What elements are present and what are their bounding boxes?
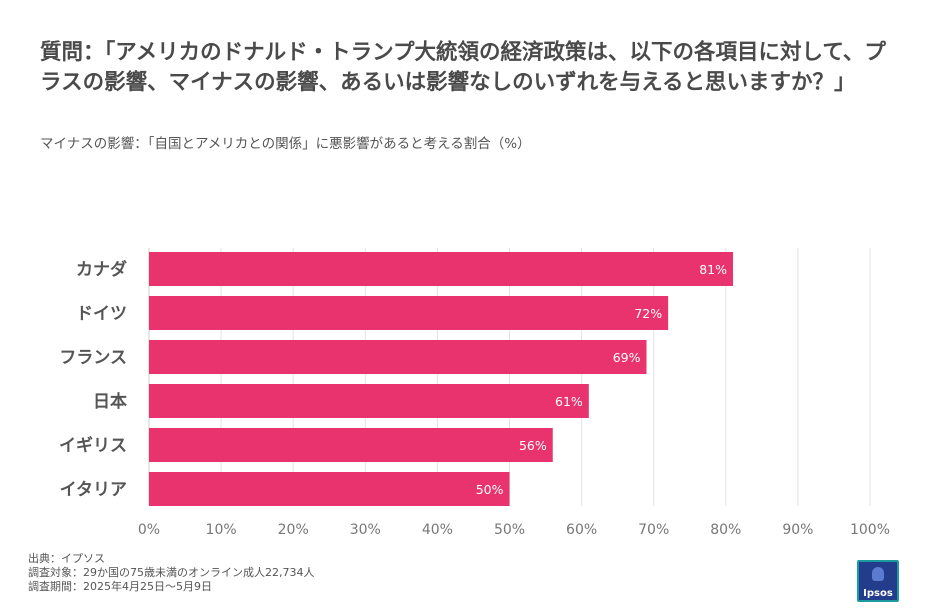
category-label: フランス <box>59 348 127 368</box>
x-tick-label: 100% <box>850 522 890 538</box>
bar <box>149 296 669 330</box>
ipsos-logo-icon: Ipsos <box>857 560 899 602</box>
category-label: イタリア <box>60 480 127 500</box>
x-tick-label: 60% <box>566 522 597 538</box>
x-tick-label: 70% <box>638 522 669 538</box>
bar <box>149 252 734 286</box>
x-tick-label: 50% <box>494 522 525 538</box>
footer-target: 調査対象：29か国の75歳未満のオンライン成人22,734人 <box>28 566 315 579</box>
data-label: 72% <box>634 306 662 321</box>
data-label: 69% <box>613 350 641 365</box>
category-label: イギリス <box>59 436 127 456</box>
x-tick-label: 40% <box>422 522 453 538</box>
bar <box>149 428 553 462</box>
chart-subtitle: マイナスの影響：「自国とアメリカとの関係」に悪影響があると考える割合（%） <box>40 136 531 152</box>
logo-text: Ipsos <box>863 588 893 599</box>
x-tick-label: 90% <box>782 522 813 538</box>
data-label: 61% <box>555 394 583 409</box>
x-tick-label: 80% <box>710 522 741 538</box>
footer-notes: 出典：イプソス 調査対象：29か国の75歳未満のオンライン成人22,734人 調… <box>28 552 314 594</box>
category-label: カナダ <box>76 259 127 280</box>
x-tick-label: 0% <box>138 522 160 538</box>
chart-title: 質問：「アメリカのドナルド・トランプ大統領の経済政策は、以下の各項目に対して、プ… <box>40 40 886 95</box>
footer-period: 調査期間：2025年4月25日～5月9日 <box>28 580 212 593</box>
x-tick-label: 10% <box>206 522 237 538</box>
x-tick-label: 20% <box>278 522 309 538</box>
bar <box>149 472 510 506</box>
data-label: 81% <box>699 262 727 277</box>
x-tick-label: 30% <box>350 522 381 538</box>
category-label: 日本 <box>93 391 127 412</box>
data-label: 50% <box>476 482 504 497</box>
logo-mark-icon <box>872 567 884 581</box>
data-label: 56% <box>519 438 547 453</box>
bar <box>149 384 589 418</box>
footer-source: 出典：イプソス <box>28 552 105 565</box>
bar <box>149 340 647 374</box>
category-label: ドイツ <box>76 304 127 324</box>
